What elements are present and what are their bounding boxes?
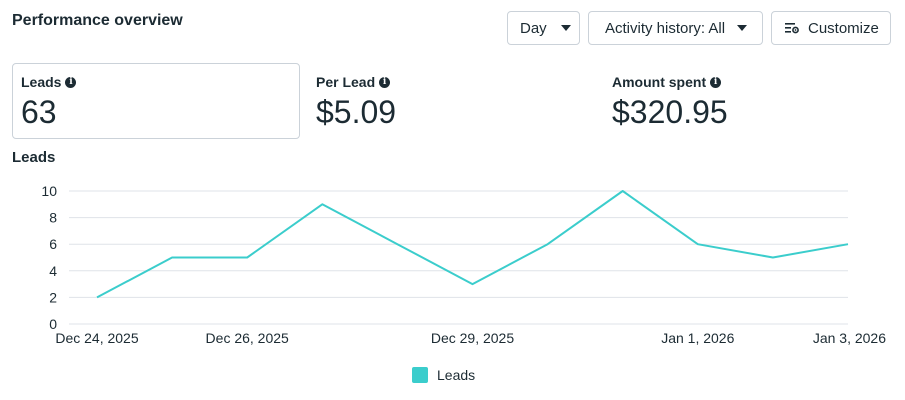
metric-card-per-lead[interactable]: Per Lead i $5.09 bbox=[316, 63, 586, 139]
y-tick-label: 4 bbox=[49, 263, 57, 279]
customize-button[interactable]: Customize bbox=[771, 11, 891, 45]
day-dropdown-label: Day bbox=[520, 19, 547, 37]
day-dropdown[interactable]: Day bbox=[507, 11, 580, 45]
x-tick-label: Dec 26, 2025 bbox=[206, 330, 289, 346]
metric-value-leads: 63 bbox=[21, 94, 57, 130]
customize-icon bbox=[785, 23, 799, 34]
info-icon[interactable]: i bbox=[379, 76, 391, 88]
metric-label-leads: Leads bbox=[21, 74, 62, 90]
x-tick-label: Jan 1, 2026 bbox=[661, 330, 734, 346]
activity-history-label: Activity history: All bbox=[605, 19, 726, 37]
metric-label-amount-spent: Amount spent bbox=[612, 74, 707, 90]
caret-down-icon bbox=[737, 25, 748, 31]
x-tick-label: Dec 24, 2025 bbox=[55, 330, 138, 346]
caret-down-icon bbox=[560, 25, 571, 31]
chart-title: Leads bbox=[12, 149, 56, 166]
legend-label-leads: Leads bbox=[437, 367, 476, 383]
info-icon[interactable]: i bbox=[65, 76, 77, 88]
y-tick-label: 2 bbox=[49, 289, 57, 305]
y-tick-label: 0 bbox=[49, 316, 57, 332]
metric-value-per-lead: $5.09 bbox=[316, 94, 397, 130]
y-tick-label: 6 bbox=[49, 236, 57, 252]
metric-card-leads[interactable]: Leads i 63 bbox=[12, 63, 300, 139]
metric-value-amount-spent: $320.95 bbox=[612, 94, 728, 130]
leads-line-chart: 0 2 4 6 8 10 Dec 24, 2025 Dec 26, 2025 Dec 29, 2… bbox=[41, 183, 886, 346]
x-tick-label: Dec 29, 2025 bbox=[431, 330, 514, 346]
legend-swatch-leads bbox=[412, 367, 428, 383]
page-title: Performance overview bbox=[12, 12, 183, 29]
chart-legend[interactable]: Leads bbox=[412, 367, 475, 383]
activity-history-dropdown[interactable]: Activity history: All bbox=[588, 11, 763, 45]
y-tick-label: 10 bbox=[41, 183, 57, 199]
info-icon[interactable]: i bbox=[710, 76, 722, 88]
customize-label: Customize bbox=[808, 19, 879, 37]
y-tick-label: 8 bbox=[49, 210, 57, 226]
metric-card-amount-spent[interactable]: Amount spent i $320.95 bbox=[612, 63, 882, 139]
x-tick-label: Jan 3, 2026 bbox=[813, 330, 886, 346]
metric-label-per-lead: Per Lead bbox=[316, 74, 376, 90]
